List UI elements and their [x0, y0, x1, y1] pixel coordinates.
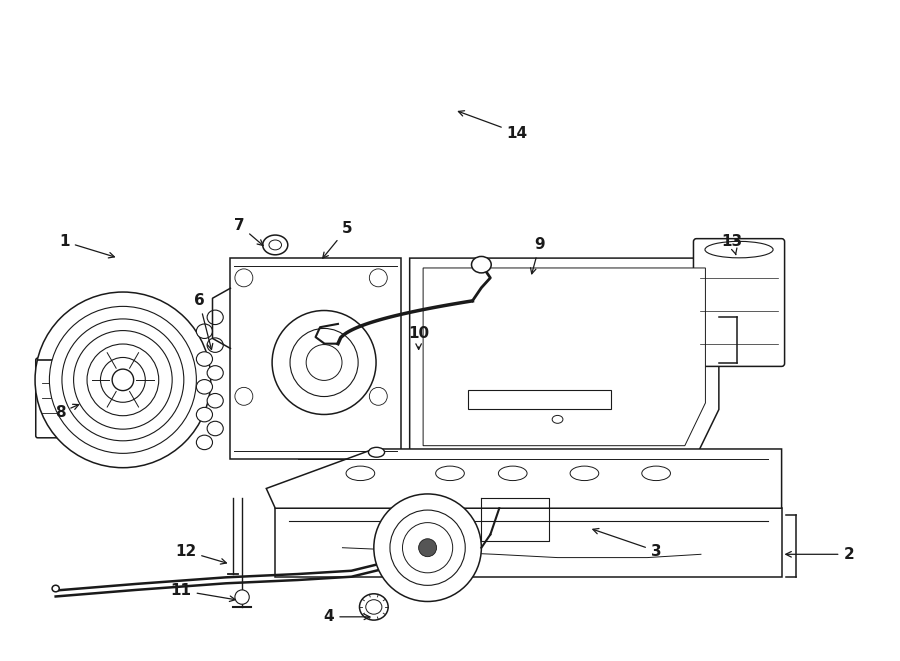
Ellipse shape: [436, 466, 464, 481]
Circle shape: [50, 307, 196, 453]
Circle shape: [62, 319, 184, 441]
Circle shape: [374, 494, 482, 602]
Text: 13: 13: [722, 234, 742, 254]
Ellipse shape: [207, 310, 223, 325]
Circle shape: [290, 329, 358, 397]
Circle shape: [101, 358, 145, 403]
Polygon shape: [275, 508, 781, 577]
Circle shape: [369, 387, 387, 405]
Text: 6: 6: [194, 293, 212, 350]
Circle shape: [74, 330, 172, 429]
Ellipse shape: [263, 235, 288, 254]
Text: 5: 5: [323, 221, 352, 258]
Polygon shape: [468, 390, 611, 409]
Polygon shape: [423, 268, 706, 446]
Ellipse shape: [196, 435, 212, 449]
Text: 11: 11: [171, 583, 235, 602]
Ellipse shape: [196, 324, 212, 338]
Text: 9: 9: [530, 237, 544, 274]
Ellipse shape: [368, 447, 384, 457]
Ellipse shape: [570, 466, 599, 481]
Ellipse shape: [359, 594, 388, 620]
Circle shape: [235, 387, 253, 405]
Ellipse shape: [553, 415, 562, 423]
Ellipse shape: [196, 352, 212, 366]
Circle shape: [390, 510, 465, 586]
Text: 3: 3: [593, 529, 662, 559]
Circle shape: [87, 344, 158, 416]
Ellipse shape: [207, 338, 223, 352]
Text: 8: 8: [55, 405, 78, 420]
Text: 10: 10: [408, 327, 429, 350]
Text: 1: 1: [59, 234, 114, 258]
Ellipse shape: [499, 466, 527, 481]
Text: 14: 14: [458, 111, 527, 141]
Circle shape: [402, 523, 453, 573]
Ellipse shape: [207, 366, 223, 380]
Text: 4: 4: [324, 609, 370, 625]
Text: 2: 2: [786, 547, 854, 562]
Circle shape: [235, 590, 249, 604]
Ellipse shape: [207, 421, 223, 436]
Bar: [230, 258, 400, 459]
Circle shape: [369, 269, 387, 287]
Ellipse shape: [346, 466, 374, 481]
Text: 7: 7: [234, 217, 263, 245]
Ellipse shape: [705, 241, 773, 258]
FancyBboxPatch shape: [694, 239, 785, 366]
Circle shape: [272, 311, 376, 414]
Ellipse shape: [472, 256, 491, 273]
Ellipse shape: [365, 600, 382, 614]
FancyBboxPatch shape: [36, 358, 116, 438]
Ellipse shape: [207, 393, 223, 408]
Polygon shape: [410, 258, 719, 455]
Circle shape: [112, 369, 133, 391]
Ellipse shape: [269, 240, 282, 250]
Ellipse shape: [52, 585, 59, 592]
Circle shape: [235, 269, 253, 287]
Circle shape: [418, 539, 436, 557]
Polygon shape: [266, 449, 781, 508]
Ellipse shape: [196, 379, 212, 394]
Ellipse shape: [196, 407, 212, 422]
Ellipse shape: [642, 466, 670, 481]
Circle shape: [306, 344, 342, 381]
Circle shape: [35, 292, 211, 468]
Text: 12: 12: [175, 543, 227, 564]
